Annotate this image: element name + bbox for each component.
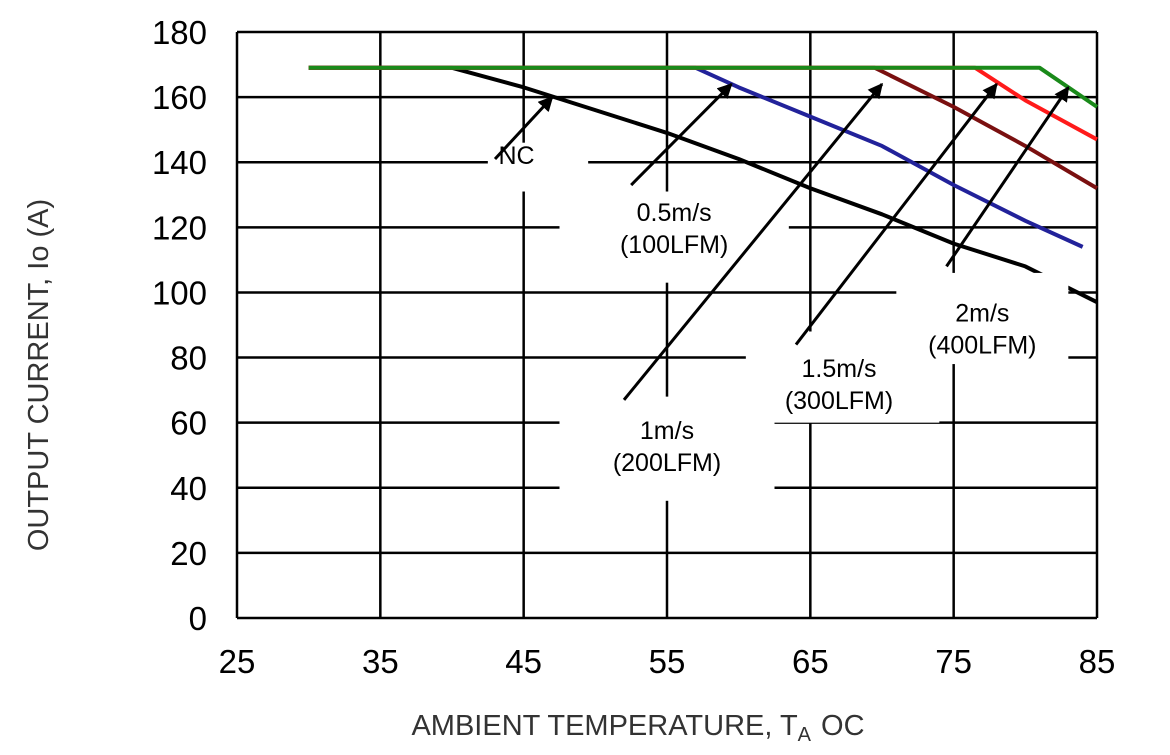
annotation-label: 1.5m/s xyxy=(801,355,876,383)
x-axis-label-sub: A xyxy=(798,724,812,746)
x-tick-label: 45 xyxy=(505,643,542,680)
series-line-nc xyxy=(308,65,1098,305)
x-tick-label: 55 xyxy=(649,643,686,680)
series-line-s15 xyxy=(308,65,1098,142)
y-tick-label: 160 xyxy=(152,79,207,116)
x-axis-label: AMBIENT TEMPERATURE, TA OC xyxy=(411,710,864,746)
annotation-label: (400LFM) xyxy=(928,332,1036,360)
series-line-s05 xyxy=(308,65,1084,249)
y-tick-label: 180 xyxy=(152,14,207,51)
series-lines xyxy=(308,65,1099,305)
y-tick-label: 120 xyxy=(152,209,207,246)
y-tick-label: 20 xyxy=(170,535,207,572)
y-axis-label: OUTPUT CURRENT, Io (A) xyxy=(23,199,55,551)
y-tick-label: 80 xyxy=(170,340,207,377)
annotation-label: (100LFM) xyxy=(620,231,728,259)
x-tick-label: 25 xyxy=(219,643,256,680)
annotation-backdrop xyxy=(559,191,789,283)
annotation-label: 0.5m/s xyxy=(637,199,712,227)
x-axis-label-main: AMBIENT TEMPERATURE, T xyxy=(411,710,797,742)
annotation-arrow xyxy=(630,83,733,187)
y-tick-label: 0 xyxy=(189,600,207,637)
annotation-arrow xyxy=(622,82,884,401)
annotation-arrow xyxy=(794,82,998,346)
y-tick-label: 60 xyxy=(170,405,207,442)
annotation-label: 2m/s xyxy=(955,300,1009,328)
x-tick-label: 35 xyxy=(362,643,399,680)
annotation-arrow xyxy=(493,96,554,160)
series-line-s1 xyxy=(308,65,1099,190)
annotation-label: NC xyxy=(498,142,534,170)
series-line-s2 xyxy=(308,65,1099,109)
y-tick-label: 40 xyxy=(170,470,207,507)
x-tick-label: 65 xyxy=(792,643,829,680)
y-tick-label: 140 xyxy=(152,144,207,181)
annotation-backdrop xyxy=(559,396,775,501)
annotation-backdrop xyxy=(896,272,1069,365)
tick-labels: 25 35 45 55 65 75 85 0 20 40 60 80 100 120 140 160 180 xyxy=(152,14,1115,680)
annotations: NC 0.5m/s (100LFM) 1m/s (200LFM) 1.5m/s (300LF… xyxy=(487,82,1070,501)
annotation-label: (200LFM) xyxy=(613,449,721,477)
x-tick-label: 75 xyxy=(935,643,972,680)
x-axis-label-unit: OC xyxy=(821,710,865,742)
y-tick-label: 100 xyxy=(152,274,207,311)
x-tick-label: 85 xyxy=(1079,643,1116,680)
annotation-label: (300LFM) xyxy=(785,387,893,415)
annotation-label: 1m/s xyxy=(640,417,694,445)
annotation-arrow xyxy=(945,86,1070,268)
